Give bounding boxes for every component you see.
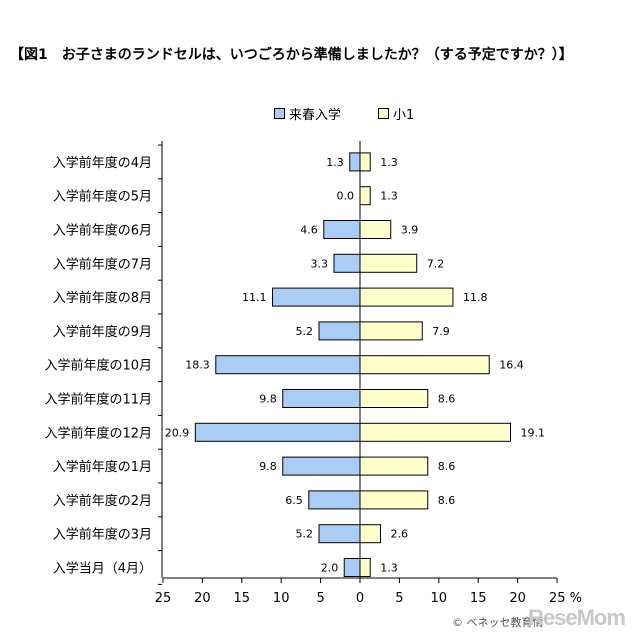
- data-label-series-2: 1.3: [380, 562, 398, 575]
- data-label-series-2: 2.6: [390, 528, 408, 541]
- category-label: 入学前年度の6月: [53, 223, 152, 239]
- value-tick-label: 10: [431, 591, 448, 606]
- data-label-series-1: 18.3: [185, 359, 210, 372]
- value-tick-label: 20: [194, 591, 211, 606]
- bar-series-1: [215, 355, 361, 375]
- value-tick-label: 15: [470, 591, 487, 606]
- category-label: 入学前年度の1月: [53, 459, 152, 475]
- category-label: 入学前年度の3月: [53, 527, 152, 543]
- value-tick-label: 0: [356, 591, 364, 606]
- bar-series-1: [343, 558, 361, 577]
- bar-series-2: [359, 490, 429, 510]
- legend-swatch-series-2: [378, 108, 389, 119]
- bar-series-2: [359, 287, 454, 307]
- category-label: 入学前年度の12月: [44, 425, 152, 441]
- legend-label-series-2: 小1: [393, 108, 415, 123]
- data-label-series-2: 11.8: [463, 291, 488, 304]
- data-label-series-1: 9.8: [259, 460, 277, 473]
- data-label-series-1: 6.5: [285, 494, 303, 507]
- category-label: 入学前年度の11月: [44, 392, 152, 408]
- legend-item-series-2: 小1: [378, 104, 414, 123]
- data-label-series-2: 7.2: [427, 257, 445, 270]
- bar-series-1: [349, 152, 361, 172]
- data-label-series-1: 11.1: [242, 291, 267, 304]
- value-tick-label: 15: [234, 591, 251, 606]
- legend: 来春入学 小1: [0, 104, 640, 124]
- value-tick-label: 5: [395, 591, 403, 606]
- copyright-text: © ベネッセ教育情: [452, 616, 544, 629]
- resemom-logo: ReseMom: [528, 605, 626, 630]
- data-label-series-1: 20.9: [165, 426, 190, 439]
- data-label-series-1: 5.2: [296, 528, 314, 541]
- data-label-series-1: 9.8: [259, 393, 277, 406]
- data-label-series-1: 0.0: [337, 190, 355, 203]
- bar-series-1: [318, 321, 361, 341]
- bar-series-1: [282, 456, 361, 476]
- bar-series-2: [359, 152, 371, 172]
- data-label-series-2: 16.4: [499, 359, 524, 372]
- bar-series-2: [359, 321, 423, 341]
- category-label: 入学前年度の8月: [53, 290, 152, 306]
- bar-series-2: [359, 355, 490, 375]
- data-label-series-2: 8.6: [438, 393, 456, 406]
- data-label-series-2: 8.6: [438, 460, 456, 473]
- bar-series-2: [359, 253, 418, 273]
- category-label: 入学前年度の7月: [53, 256, 152, 272]
- category-label: 入学前年度の10月: [44, 358, 152, 374]
- bar-series-2: [359, 422, 512, 442]
- category-label: 入学前年度の9月: [53, 324, 152, 340]
- legend-label-series-1: 来春入学: [289, 108, 342, 123]
- data-label-series-1: 2.0: [321, 562, 339, 575]
- data-label-series-2: 1.3: [380, 190, 398, 203]
- data-label-series-2: 1.3: [380, 156, 398, 169]
- data-label-series-2: 7.9: [432, 325, 450, 338]
- value-tick-label: 5: [316, 591, 324, 606]
- legend-swatch-series-1: [274, 108, 285, 119]
- value-tick-label: 20: [509, 591, 526, 606]
- category-label: 入学前年度の2月: [53, 493, 152, 509]
- data-label-series-1: 4.6: [300, 224, 318, 237]
- data-label-series-2: 19.1: [521, 426, 546, 439]
- bar-series-2: [359, 456, 429, 476]
- chart-title: 【図1 お子さまのランドセルは、いつごろから準備しましたか？（する予定ですか？）…: [10, 47, 573, 63]
- category-label: 入学前年度の4月: [53, 155, 152, 171]
- bar-series-2: [359, 186, 371, 206]
- value-tick-label: 25: [155, 591, 172, 606]
- bar-series-1: [194, 422, 361, 442]
- bar-series-1: [282, 389, 361, 408]
- bar-series-1: [333, 253, 361, 273]
- value-tick-label: 25 %: [549, 591, 582, 606]
- bar-series-2: [359, 524, 381, 544]
- bar-series-1: [308, 490, 361, 510]
- data-label-series-1: 5.2: [296, 325, 314, 338]
- bar-series-2: [359, 389, 429, 408]
- value-tick-label: 10: [273, 591, 290, 606]
- bar-series-2: [359, 558, 371, 577]
- bar-series-1: [323, 220, 361, 239]
- category-label: 入学前年度の5月: [53, 189, 152, 205]
- bar-series-1: [318, 524, 361, 544]
- data-label-series-1: 3.3: [310, 257, 328, 270]
- bar-series-1: [272, 287, 361, 307]
- bar-series-2: [359, 220, 392, 239]
- data-label-series-1: 1.3: [326, 156, 344, 169]
- legend-item-series-1: 来春入学: [274, 104, 341, 123]
- data-label-series-2: 8.6: [438, 494, 456, 507]
- data-label-series-2: 3.9: [401, 224, 419, 237]
- category-label: 入学当月（4月）: [53, 561, 152, 577]
